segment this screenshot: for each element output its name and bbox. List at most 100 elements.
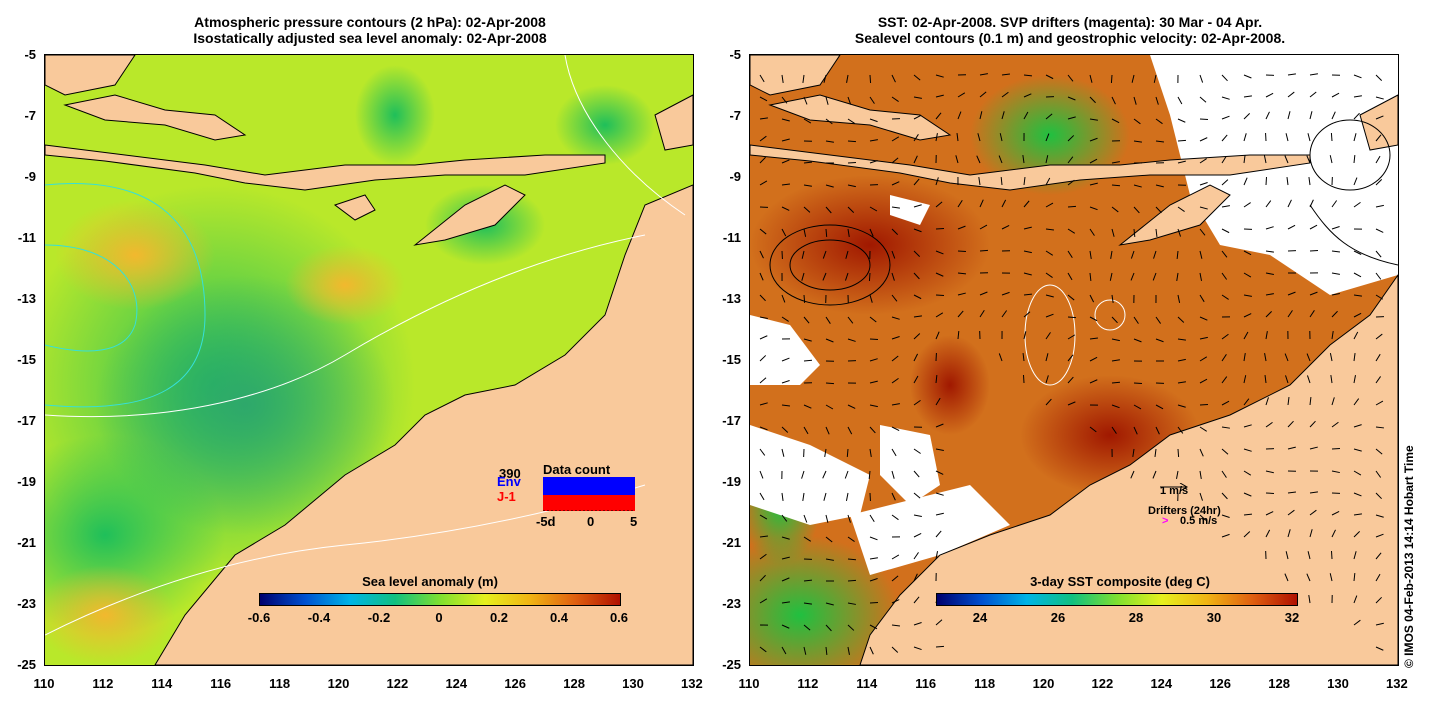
velocity-vector xyxy=(1353,177,1358,186)
velocity-vector xyxy=(1243,202,1251,208)
sea-level-colorbar xyxy=(259,593,621,606)
velocity-vector xyxy=(825,206,832,214)
velocity-vector xyxy=(1331,226,1340,230)
velocity-vector xyxy=(976,155,981,164)
velocity-vector xyxy=(822,250,827,259)
velocity-vector xyxy=(913,492,921,499)
velocity-vector xyxy=(1089,158,1098,164)
velocity-vector xyxy=(1133,228,1136,238)
velocity-vector xyxy=(781,138,790,142)
velocity-vector xyxy=(1111,404,1120,409)
velocity-vector xyxy=(1375,533,1384,538)
velocity-vector xyxy=(1221,400,1230,406)
velocity-vector xyxy=(891,426,900,432)
velocity-vector xyxy=(1155,404,1164,410)
velocity-vector xyxy=(913,622,922,626)
right-colorbar-title: 3-day SST composite (deg C) xyxy=(1030,574,1210,589)
velocity-vector xyxy=(1353,353,1356,362)
velocity-vector xyxy=(1045,398,1052,406)
left-title: Atmospheric pressure contours (2 hPa): 0… xyxy=(120,14,620,46)
velocity-vector xyxy=(913,375,919,384)
velocity-vector xyxy=(1199,426,1207,432)
velocity-vector xyxy=(847,602,856,605)
velocity-vector xyxy=(891,294,898,302)
x-tick-label: 124 xyxy=(1150,676,1173,691)
velocity-vector xyxy=(1353,154,1356,164)
y-tick-label: -19 xyxy=(722,474,741,489)
velocity-vector xyxy=(847,536,855,542)
velocity-vector xyxy=(1133,206,1140,214)
velocity-vector xyxy=(1375,622,1384,626)
colorbar-tick-label: 0.4 xyxy=(549,610,569,625)
velocity-vector xyxy=(935,645,945,648)
colorbar-tick-label: 0.2 xyxy=(489,610,509,625)
velocity-vector xyxy=(1243,177,1248,186)
velocity-vector xyxy=(1045,375,1049,384)
colorbar-tick-label: 26 xyxy=(1050,610,1066,625)
y-tick-label: -23 xyxy=(17,596,36,611)
velocity-vector xyxy=(1353,470,1362,476)
x-tick-label: 124 xyxy=(445,676,468,691)
velocity-vector xyxy=(1331,272,1340,275)
velocity-vector xyxy=(802,492,805,501)
x-tick-label: 132 xyxy=(681,676,703,691)
velocity-vector xyxy=(913,96,922,99)
velocity-vector xyxy=(1309,529,1313,538)
velocity-vector xyxy=(1353,572,1356,582)
velocity-vector xyxy=(1353,492,1362,497)
velocity-vector xyxy=(957,292,966,296)
velocity-vector xyxy=(1306,573,1311,582)
y-tick-label: -13 xyxy=(722,291,741,306)
velocity-vector xyxy=(1155,206,1162,214)
velocity-vector xyxy=(1177,118,1186,123)
y-tick-label: -25 xyxy=(17,657,36,672)
drifters-label: Drifters (24hr) xyxy=(1148,505,1221,517)
velocity-vector xyxy=(1089,272,1092,282)
inset-count: 390 xyxy=(499,466,521,481)
velocity-vector xyxy=(1111,161,1120,164)
velocity-vector xyxy=(891,96,899,102)
velocity-vector xyxy=(891,646,899,653)
velocity-vector xyxy=(1111,359,1120,362)
velocity-vector xyxy=(869,316,877,323)
velocity-vector xyxy=(1133,96,1137,105)
velocity-vector xyxy=(759,470,764,479)
velocity-vector xyxy=(1022,374,1025,384)
velocity-vector xyxy=(1243,250,1252,256)
velocity-vector xyxy=(1375,272,1382,280)
right-title-line2: Sealevel contours (0.1 m) and geostrophi… xyxy=(854,30,1286,46)
velocity-vector xyxy=(825,646,828,656)
velocity-vector xyxy=(891,206,900,209)
velocity-vector xyxy=(825,514,829,523)
velocity-vector xyxy=(759,574,766,582)
velocity-vector xyxy=(1152,470,1157,479)
y-tick-label: -21 xyxy=(17,535,36,550)
velocity-vector xyxy=(979,249,989,252)
x-tick-label: 122 xyxy=(386,676,409,691)
velocity-vector xyxy=(1243,294,1252,297)
velocity-vector xyxy=(759,156,766,164)
velocity-vector xyxy=(913,353,919,362)
velocity-vector xyxy=(1243,331,1249,340)
velocity-vector xyxy=(1045,313,1054,318)
sea-level-anomaly-svg xyxy=(45,55,693,665)
velocity-vector xyxy=(1264,353,1267,362)
velocity-vector xyxy=(1307,551,1311,560)
copyright: © IMOS 04-Feb-2013 14:14 Hobart Time xyxy=(1402,445,1416,668)
velocity-vector xyxy=(1023,250,1032,254)
velocity-vectors xyxy=(759,73,1385,656)
velocity-vector xyxy=(1331,421,1339,428)
velocity-vector xyxy=(891,336,900,340)
velocity-vector xyxy=(1177,139,1187,142)
velocity-vector xyxy=(1331,510,1340,516)
velocity-vector xyxy=(1067,250,1073,258)
x-tick-label: 120 xyxy=(327,676,350,691)
velocity-vector xyxy=(844,470,849,479)
velocity-vector xyxy=(1155,118,1163,125)
velocity-vector xyxy=(1353,513,1362,516)
velocity-vector xyxy=(1243,113,1251,120)
velocity-vector xyxy=(803,426,809,435)
velocity-vector xyxy=(847,579,857,582)
velocity-vector xyxy=(1177,358,1186,362)
velocity-vector xyxy=(1045,294,1054,298)
